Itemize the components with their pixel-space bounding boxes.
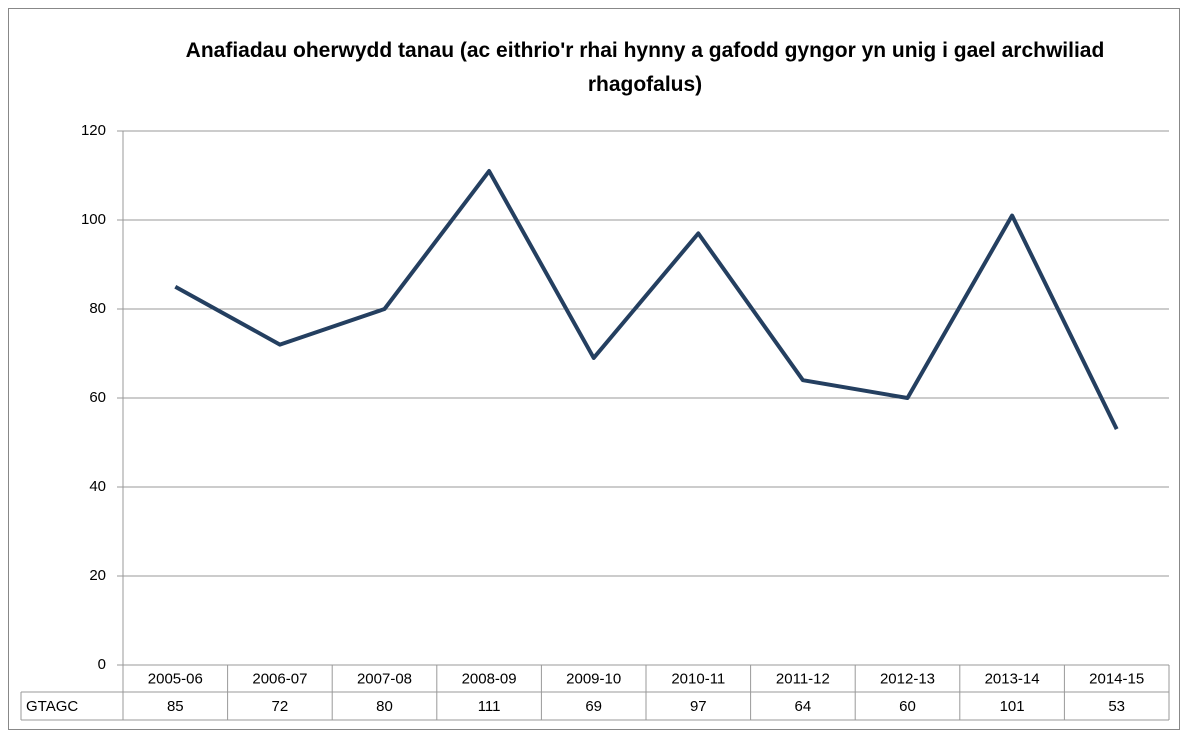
y-tick-label: 100 <box>81 211 106 228</box>
table-value: 72 <box>272 698 289 715</box>
y-tick-label: 0 <box>98 656 106 673</box>
y-tick-label: 60 <box>89 389 106 406</box>
table-value: 69 <box>585 698 602 715</box>
table-value: 85 <box>167 698 184 715</box>
table-value: 60 <box>899 698 916 715</box>
chart-border <box>8 8 1180 730</box>
x-tick-label: 2007-08 <box>357 670 412 687</box>
y-tick-label: 40 <box>89 478 106 495</box>
chart-title: Anafiadau oherwydd tanau (ac eithrio'r r… <box>185 39 1105 96</box>
x-tick-label: 2013-14 <box>985 670 1040 687</box>
table-value: 80 <box>376 698 393 715</box>
x-tick-label: 2006-07 <box>252 670 307 687</box>
x-tick-label: 2012-13 <box>880 670 935 687</box>
y-tick-label: 20 <box>89 567 106 584</box>
x-tick-label: 2008-09 <box>462 670 517 687</box>
data-line <box>174 169 1119 431</box>
x-tick-label: 2005-06 <box>148 670 203 687</box>
table-value: 53 <box>1108 698 1125 715</box>
x-tick-label: 2014-15 <box>1089 670 1144 687</box>
table-value: 111 <box>478 698 501 715</box>
legend-label: GTAGC <box>26 698 78 715</box>
x-tick-label: 2011-12 <box>776 670 830 687</box>
table-value: 64 <box>795 698 812 715</box>
table-value: 97 <box>690 698 707 715</box>
y-tick-label: 120 <box>81 122 106 139</box>
table-value: 101 <box>1000 698 1025 715</box>
x-tick-label: 2010-11 <box>671 670 725 687</box>
x-tick-label: 2009-10 <box>566 670 621 687</box>
y-tick-label: 80 <box>89 300 106 317</box>
